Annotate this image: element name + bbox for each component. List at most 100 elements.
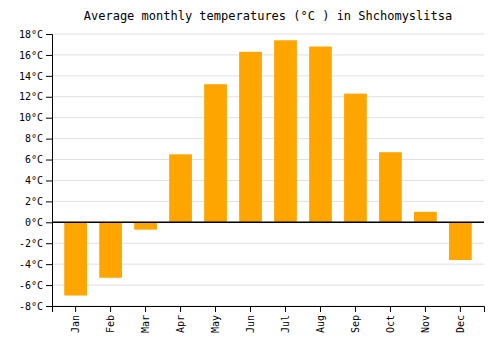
x-tick-mark xyxy=(110,306,111,312)
y-tick-mark xyxy=(46,139,52,140)
y-tick: -4°C xyxy=(19,259,52,270)
y-tick-label: 0°C xyxy=(25,217,43,228)
bar xyxy=(204,84,227,222)
x-tick: Dec xyxy=(455,306,466,333)
bar xyxy=(309,47,332,223)
y-tick: -6°C xyxy=(19,280,52,291)
y-tick-mark xyxy=(46,264,52,265)
y-tick: 12°C xyxy=(19,91,52,102)
y-tick: 4°C xyxy=(25,175,52,186)
y-tick-mark xyxy=(46,34,52,35)
bar xyxy=(414,212,437,222)
grid-line xyxy=(52,96,484,97)
x-tick-mark xyxy=(355,306,356,312)
x-tick-mark xyxy=(180,306,181,312)
bar xyxy=(99,222,122,277)
x-tick: Apr xyxy=(175,306,186,333)
x-tick: Jul xyxy=(280,306,291,333)
y-tick-mark xyxy=(46,201,52,202)
x-tick-label: Jun xyxy=(245,315,256,333)
x-tick-label: Mar xyxy=(140,315,151,333)
x-tick: Jun xyxy=(245,306,256,333)
bar xyxy=(134,222,157,229)
y-tick: -2°C xyxy=(19,238,52,249)
x-tick-label: Jan xyxy=(70,315,81,333)
x-tick-mark xyxy=(320,306,321,312)
title: Average monthly temperatures (°C ) in Sh… xyxy=(84,9,452,23)
grid xyxy=(52,34,484,306)
x-tick-mark xyxy=(215,306,216,312)
grid-line xyxy=(52,159,484,160)
y-tick-label: 6°C xyxy=(25,154,43,165)
grid-line xyxy=(52,34,484,35)
chart: -8°C -6°C -4°C -2°C 0°C 2°C 4°C 6°C 8°C 10°C 12°C 1… xyxy=(0,0,500,350)
x-tick-label: Feb xyxy=(105,315,116,333)
x-tick-mark xyxy=(460,306,461,312)
x-tick-mark xyxy=(425,306,426,312)
y-tick-mark xyxy=(46,243,52,244)
x-tick: Oct xyxy=(385,306,396,333)
y-tick-mark xyxy=(46,97,52,98)
plot-area: -8°C -6°C -4°C -2°C 0°C 2°C 4°C 6°C 8°C 10°C 12°C 1… xyxy=(19,29,485,333)
y-axis: -8°C -6°C -4°C -2°C 0°C 2°C 4°C 6°C 8°C 10°C 12°C 1… xyxy=(19,29,53,312)
bars xyxy=(52,40,484,295)
x-tick-label: May xyxy=(210,315,221,333)
bar xyxy=(379,152,402,222)
y-tick: 2°C xyxy=(25,196,52,207)
y-tick-label: 8°C xyxy=(25,133,43,144)
y-tick-mark xyxy=(46,222,52,223)
y-tick: 8°C xyxy=(25,133,52,144)
y-tick-label: -8°C xyxy=(19,301,43,312)
x-tick-label: Jul xyxy=(280,315,291,333)
y-tick-label: 14°C xyxy=(19,71,43,82)
x-axis-line xyxy=(53,307,485,313)
y-tick: 18°C xyxy=(19,29,52,40)
y-tick-mark xyxy=(46,118,52,119)
bar xyxy=(344,94,367,223)
zero-line xyxy=(52,222,484,224)
x-tick: Aug xyxy=(315,306,326,333)
y-tick: 0°C xyxy=(25,217,52,228)
x-tick-mark xyxy=(250,306,251,312)
x-tick-label: Sep xyxy=(350,315,361,333)
bar xyxy=(169,154,192,222)
y-tick-mark xyxy=(46,285,52,286)
x-tick: Jan xyxy=(70,306,81,333)
x-tick-label: Dec xyxy=(455,315,466,333)
x-tick: Mar xyxy=(140,306,151,333)
y-tick-label: 12°C xyxy=(19,91,43,102)
y-tick-label: 16°C xyxy=(19,50,43,61)
grid-line xyxy=(52,54,484,55)
grid-line xyxy=(52,138,484,139)
bar xyxy=(274,40,297,222)
y-tick-label: -2°C xyxy=(19,238,43,249)
grid-line xyxy=(52,285,484,286)
y-axis-line xyxy=(46,35,53,307)
grid-line xyxy=(52,201,484,202)
x-tick-mark xyxy=(145,306,146,312)
y-tick-label: 18°C xyxy=(19,29,43,40)
grid-line xyxy=(52,117,484,118)
grid-line xyxy=(52,75,484,76)
y-tick: 16°C xyxy=(19,50,52,61)
y-tick-mark xyxy=(46,306,52,307)
x-tick-label: Oct xyxy=(385,315,396,333)
x-tick: Sep xyxy=(350,306,361,333)
x-tick-mark xyxy=(390,306,391,312)
bar xyxy=(449,222,472,260)
x-tick-mark xyxy=(75,306,76,312)
y-tick-mark xyxy=(46,180,52,181)
y-tick-mark xyxy=(46,160,52,161)
y-tick-mark xyxy=(46,76,52,77)
x-tick: Feb xyxy=(105,306,116,333)
y-tick: -8°C xyxy=(19,301,52,312)
y-tick-label: 10°C xyxy=(19,112,43,123)
x-tick: Nov xyxy=(420,306,431,333)
y-tick: 6°C xyxy=(25,154,52,165)
x-tick-label: Nov xyxy=(420,315,431,333)
x-tick-label: Apr xyxy=(175,315,186,333)
x-axis: Jan Feb Mar Apr May Jun Jul Aug Sep Oct Nov Dec xyxy=(53,306,485,333)
grid-line xyxy=(52,180,484,181)
y-tick: 10°C xyxy=(19,112,52,123)
y-tick-label: 2°C xyxy=(25,196,43,207)
